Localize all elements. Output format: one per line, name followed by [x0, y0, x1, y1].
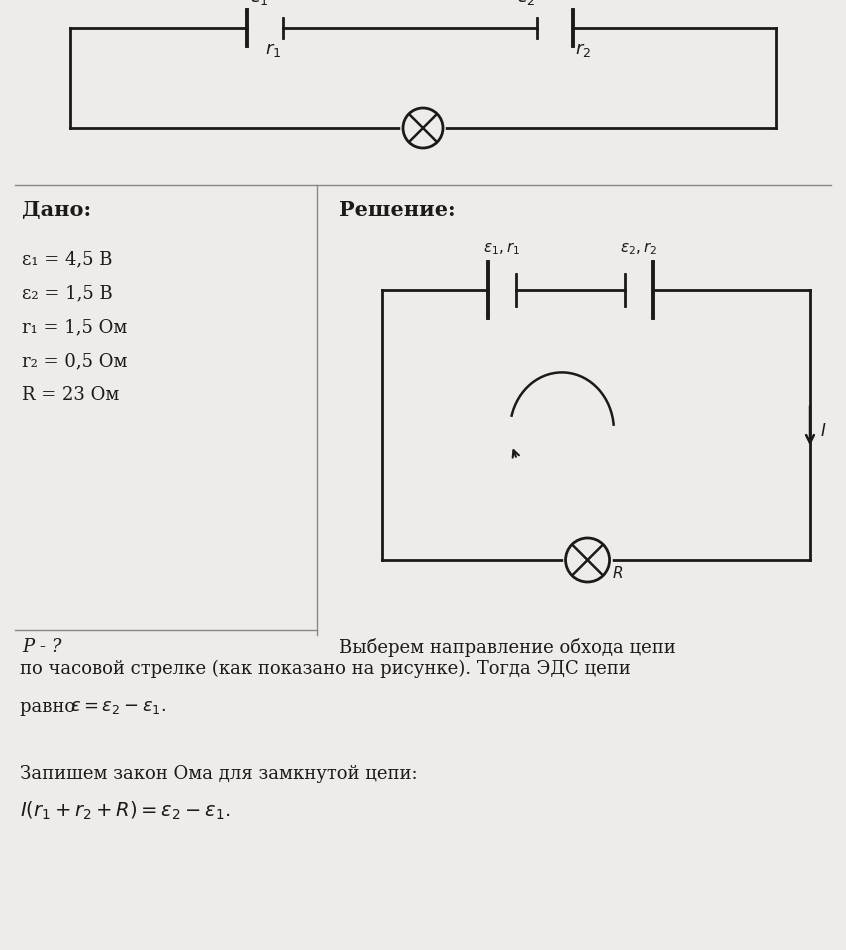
Text: P - ?: P - ?: [22, 638, 62, 656]
Text: равно: равно: [20, 698, 81, 716]
Text: ε₂ = 1,5 В: ε₂ = 1,5 В: [22, 284, 113, 302]
Text: $I$: $I$: [820, 423, 827, 441]
Text: $r_2$: $r_2$: [575, 41, 591, 59]
Text: $\varepsilon_2$: $\varepsilon_2$: [517, 0, 535, 7]
Text: r₂ = 0,5 Ом: r₂ = 0,5 Ом: [22, 352, 128, 370]
Text: R = 23 Ом: R = 23 Ом: [22, 386, 119, 404]
Text: r₁ = 1,5 Ом: r₁ = 1,5 Ом: [22, 318, 128, 336]
Text: Запишем закон Ома для замкнутой цепи:: Запишем закон Ома для замкнутой цепи:: [20, 765, 418, 783]
Text: $R$: $R$: [612, 565, 623, 581]
Text: $\varepsilon = \varepsilon_2 - \varepsilon_1.$: $\varepsilon = \varepsilon_2 - \varepsil…: [70, 698, 166, 716]
Text: Решение:: Решение:: [339, 200, 456, 220]
Text: $\varepsilon_1, r_1$: $\varepsilon_1, r_1$: [483, 240, 520, 257]
Text: Выберем направление обхода цепи: Выберем направление обхода цепи: [339, 638, 676, 657]
Text: ε₁ = 4,5 В: ε₁ = 4,5 В: [22, 250, 113, 268]
Text: $\varepsilon_2, r_2$: $\varepsilon_2, r_2$: [620, 240, 657, 257]
Text: $\varepsilon_1$: $\varepsilon_1$: [250, 0, 268, 7]
Circle shape: [566, 538, 610, 582]
Circle shape: [403, 108, 443, 148]
Text: $r_1$: $r_1$: [265, 41, 281, 59]
Text: $I(r_1 + r_2 + R) = \varepsilon_2 - \varepsilon_1.$: $I(r_1 + r_2 + R) = \varepsilon_2 - \var…: [20, 800, 230, 823]
Text: по часовой стрелке (как показано на рисунке). Тогда ЭДС цепи: по часовой стрелке (как показано на рису…: [20, 660, 631, 678]
Text: Дано:: Дано:: [22, 200, 91, 220]
